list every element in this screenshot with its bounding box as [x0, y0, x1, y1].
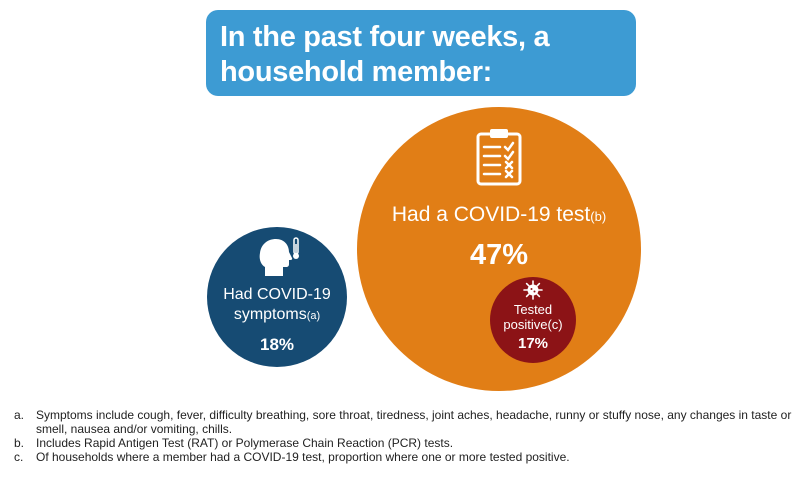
had-symptoms-value: 18% — [259, 335, 295, 354]
heading-line-2: household member: — [220, 56, 493, 88]
had-symptoms-circle: Had COVID-19 symptoms(a) 18% — [207, 227, 347, 367]
footnote-b: b. Includes Rapid Antigen Test (RAT) or … — [14, 436, 794, 450]
footnote-text: Of households where a member had a COVID… — [36, 450, 570, 464]
had-test-value: 47% — [469, 239, 529, 271]
had-symptoms-note-ref: (a) — [306, 310, 321, 322]
footnote-marker: c. — [14, 450, 24, 464]
footnote-c: c. Of households where a member had a CO… — [14, 450, 794, 464]
had-symptoms-label-line-1: Had COVID-19 — [223, 286, 331, 303]
virus-icon — [523, 280, 543, 300]
had-symptoms-label: Had COVID-19 symptoms(a) — [207, 285, 347, 326]
head-thermometer-icon — [259, 237, 299, 276]
footnote-marker: b. — [14, 436, 25, 450]
had-test-label: Had a COVID-19 test(b) — [357, 203, 641, 227]
had-test-note-ref: (b) — [590, 209, 607, 224]
footnote-text: Includes Rapid Antigen Test (RAT) or Pol… — [36, 436, 454, 450]
tested-positive-circle: Tested positive(c) 17% — [490, 277, 576, 363]
tested-positive-label: Tested positive(c) — [490, 302, 576, 332]
clipboard-checklist-icon — [476, 129, 522, 186]
footnotes: a. Symptoms include cough, fever, diffic… — [14, 408, 794, 464]
tested-positive-value: 17% — [517, 335, 549, 352]
had-test-label-text: Had a COVID-19 test — [391, 203, 591, 226]
tested-positive-note-ref: (c) — [547, 317, 563, 332]
heading-line-1: In the past four weeks, a — [220, 21, 550, 53]
footnote-text: Symptoms include cough, fever, difficult… — [36, 408, 792, 436]
tested-positive-label-line-1: Tested — [513, 302, 553, 317]
heading-banner: In the past four weeks, a household memb… — [206, 10, 636, 96]
footnote-marker: a. — [14, 408, 25, 422]
tested-positive-label-line-2: positive — [503, 317, 548, 332]
had-symptoms-label-line-2: symptoms — [233, 306, 307, 323]
footnote-a: a. Symptoms include cough, fever, diffic… — [14, 408, 794, 436]
